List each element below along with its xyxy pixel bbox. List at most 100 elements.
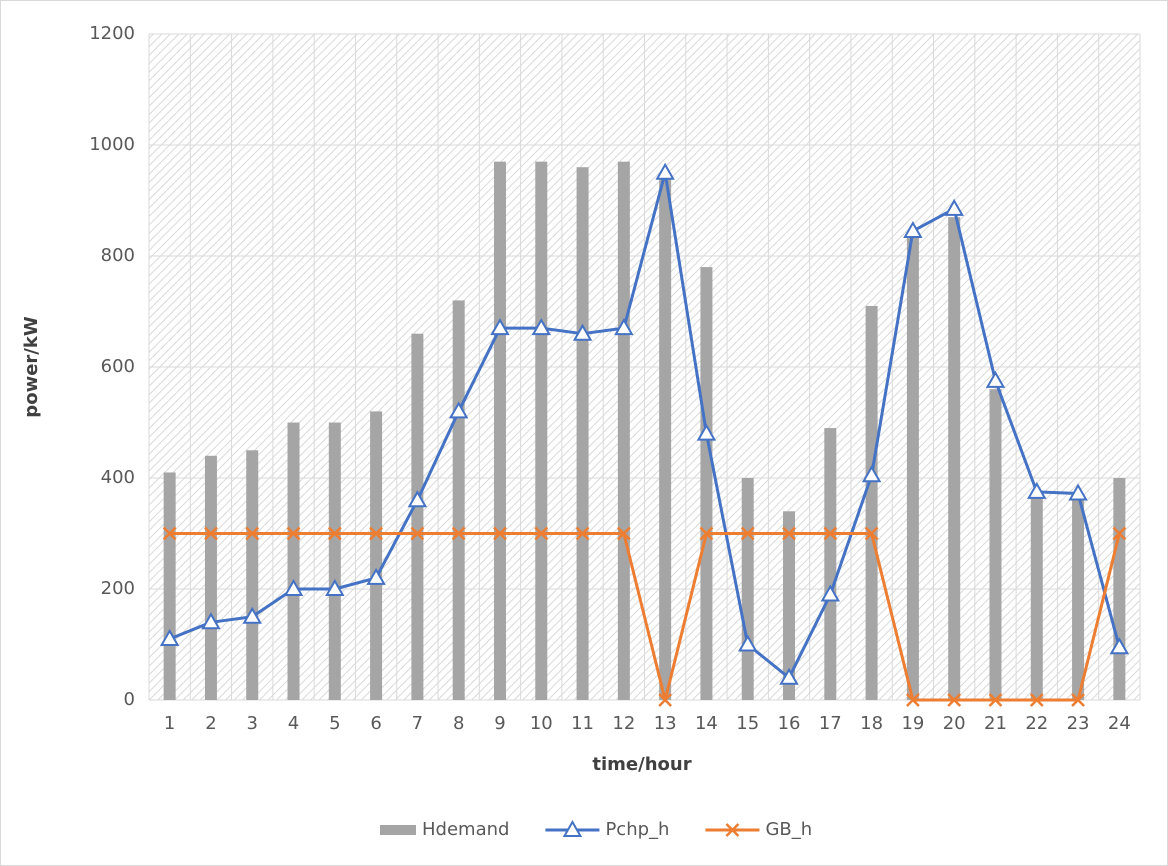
bar — [163, 472, 176, 700]
legend-swatch — [380, 825, 416, 835]
line — [169, 532, 1121, 702]
marker — [575, 526, 590, 541]
marker — [493, 526, 507, 541]
legend-marker — [562, 819, 583, 837]
bar — [906, 233, 919, 701]
x-tick-label: 3 — [247, 713, 258, 734]
y-tick-label: 200 — [101, 578, 135, 599]
marker — [325, 578, 345, 596]
x-tick-label: 7 — [412, 713, 423, 734]
marker — [658, 693, 673, 707]
marker — [531, 318, 551, 336]
legend-marker — [725, 823, 740, 837]
x-tick-label: 21 — [984, 713, 1007, 734]
x-tick-label: 1 — [164, 713, 175, 734]
bar — [328, 422, 341, 700]
x-tick-label: 24 — [1108, 713, 1131, 734]
legend-label: GB_h — [765, 819, 812, 840]
marker — [988, 693, 1003, 707]
x-tick-label: 13 — [654, 713, 677, 734]
x-tick-label: 14 — [695, 713, 718, 734]
marker — [283, 578, 304, 596]
x-tick-label: 12 — [612, 713, 635, 734]
marker — [1112, 526, 1127, 541]
x-tick-label: 5 — [329, 713, 340, 734]
x-tick-label: 23 — [1067, 713, 1090, 734]
marker — [327, 526, 342, 541]
bar — [1072, 500, 1085, 700]
marker — [1109, 637, 1130, 655]
marker — [947, 693, 962, 707]
legend-label: Pchp_h — [605, 819, 669, 840]
bar — [287, 422, 300, 700]
x-tick-label: 17 — [819, 713, 842, 734]
bar — [370, 411, 383, 700]
marker — [407, 490, 428, 508]
bar — [824, 428, 837, 700]
x-tick-label: 9 — [494, 713, 505, 734]
marker — [696, 423, 717, 441]
x-tick-label: 15 — [736, 713, 759, 734]
x-tick-label: 22 — [1025, 713, 1048, 734]
x-tick-label: 20 — [943, 713, 966, 734]
marker — [242, 606, 262, 624]
x-tick-label: 8 — [453, 713, 464, 734]
marker — [614, 318, 634, 336]
x-tick-label: 10 — [530, 713, 553, 734]
x-tick-label: 18 — [860, 713, 883, 734]
marker — [861, 465, 882, 483]
legend-label: Hdemand — [422, 819, 509, 840]
bar — [1113, 478, 1126, 700]
bar — [783, 511, 796, 700]
marker — [245, 526, 260, 541]
marker — [490, 318, 510, 336]
marker — [903, 221, 923, 239]
marker — [699, 526, 714, 541]
marker — [572, 323, 593, 341]
marker — [906, 693, 920, 707]
marker — [1029, 693, 1044, 707]
y-tick-label: 1000 — [89, 134, 135, 155]
marker — [451, 526, 466, 541]
x-tick-label: 11 — [571, 713, 594, 734]
x-tick-label: 19 — [901, 713, 924, 734]
x-tick-label: 2 — [205, 713, 216, 734]
bar — [493, 161, 506, 700]
marker — [286, 526, 301, 541]
x-tick-label: 6 — [370, 713, 381, 734]
marker — [779, 667, 799, 685]
marker — [369, 526, 383, 541]
marker — [823, 526, 838, 541]
marker — [159, 628, 180, 646]
marker — [1068, 483, 1088, 501]
marker — [740, 526, 755, 541]
bar — [452, 300, 465, 700]
bar — [700, 267, 713, 700]
marker — [820, 584, 841, 602]
marker — [782, 526, 796, 541]
marker — [204, 526, 218, 541]
x-axis-label: time/hour — [592, 754, 691, 775]
marker — [616, 526, 631, 541]
bar — [659, 172, 672, 700]
marker — [985, 370, 1006, 388]
bar — [1030, 494, 1043, 700]
y-tick-label: 1200 — [89, 23, 135, 44]
marker — [534, 526, 549, 541]
bar — [576, 167, 589, 700]
marker — [448, 401, 469, 419]
marker — [162, 526, 177, 541]
x-tick-label: 16 — [778, 713, 801, 734]
marker — [864, 526, 879, 541]
bar — [411, 333, 424, 700]
marker — [944, 198, 964, 216]
y-tick-label: 0 — [124, 689, 135, 710]
bar — [865, 305, 878, 700]
y-axis-label: power/kW — [21, 316, 42, 418]
bar — [617, 161, 630, 700]
line — [169, 171, 1121, 680]
bar — [204, 455, 217, 700]
x-tick-label: 4 — [288, 713, 299, 734]
bar — [535, 161, 548, 700]
